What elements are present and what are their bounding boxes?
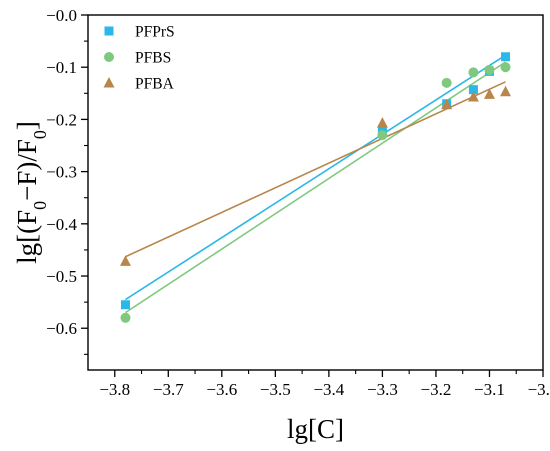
y-axis-title-middle: −F)/F: [12, 139, 42, 201]
series-layer: [119, 52, 512, 323]
point-pfbs: [441, 77, 452, 88]
point-pfprs: [468, 85, 478, 95]
fit-line-pfba: [125, 81, 506, 258]
x-tick-label: −3.5: [260, 380, 291, 399]
y-tick-label: −0.4: [46, 215, 77, 234]
x-axis-title: lg[C]: [287, 414, 344, 444]
legend-label-pfba: PFBA: [135, 76, 175, 93]
legend-label-pfbs: PFBS: [135, 50, 171, 67]
x-tick-label: −3.2: [421, 380, 452, 399]
point-pfbs: [468, 67, 479, 78]
y-tick-label: −0.2: [46, 110, 77, 129]
y-axis: −0.0 −0.1 −0.2 −0.3 −0.4 −0.5 −0.6: [46, 6, 88, 355]
y-axis-title-sub1: 0: [30, 201, 50, 210]
point-pfprs: [120, 300, 130, 310]
fit-line-pfprs: [125, 54, 506, 301]
y-tick-label: −0.6: [46, 319, 77, 338]
point-pfba: [119, 255, 131, 266]
y-axis-title-sub2: 0: [30, 130, 50, 139]
legend-marker-pfbs: [104, 52, 114, 62]
y-tick-label: −0.1: [46, 58, 77, 77]
legend-marker-pfba: [103, 77, 115, 88]
point-pfba: [467, 90, 479, 102]
legend-label-pfprs: PFPrS: [135, 24, 175, 41]
point-pfbs: [500, 62, 511, 73]
point-pfba: [441, 98, 453, 110]
point-pfba: [500, 85, 512, 97]
x-tick-label: −3.8: [99, 380, 130, 399]
x-tick-label: −3.4: [313, 380, 344, 399]
y-axis-title-suffix: ]: [12, 121, 42, 130]
y-tick-label: −0.3: [46, 163, 77, 182]
legend: PFPrS PFBS PFBA: [103, 24, 175, 93]
y-axis-title-prefix: lg[(F: [12, 210, 42, 264]
point-pfprs: [501, 52, 511, 62]
x-tick-label: −3.1: [474, 380, 505, 399]
point-pfprs: [377, 125, 387, 135]
x-axis: −3.8 −3.7 −3.6 −3.5 −3.4 −3.3 −3.2 −3.1 −3.0: [99, 370, 550, 399]
y-tick-label: −0.0: [46, 6, 77, 25]
x-tick-label: −3.0: [528, 380, 550, 399]
plot-frame: [87, 14, 544, 371]
point-pfba: [483, 88, 495, 99]
point-pfbs: [377, 130, 388, 141]
point-pfba: [376, 117, 388, 128]
y-axis-title: lg[(F0−F)/F0]: [12, 121, 50, 264]
x-tick-label: −3.3: [367, 380, 398, 399]
y-tick-label: −0.5: [46, 267, 77, 286]
point-pfbs: [120, 312, 131, 323]
x-tick-label: −3.7: [153, 380, 184, 399]
legend-marker-pfprs: [104, 26, 114, 36]
point-pfbs: [484, 64, 495, 75]
plot-area: [87, 14, 544, 371]
x-tick-label: −3.6: [206, 380, 237, 399]
